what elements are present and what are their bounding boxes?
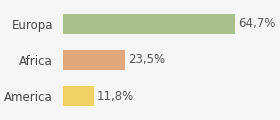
Bar <box>63 50 125 70</box>
Bar <box>63 14 235 34</box>
Bar <box>63 86 94 106</box>
Text: 23,5%: 23,5% <box>128 54 165 66</box>
Text: 11,8%: 11,8% <box>97 90 134 102</box>
Text: 64,7%: 64,7% <box>238 18 275 30</box>
